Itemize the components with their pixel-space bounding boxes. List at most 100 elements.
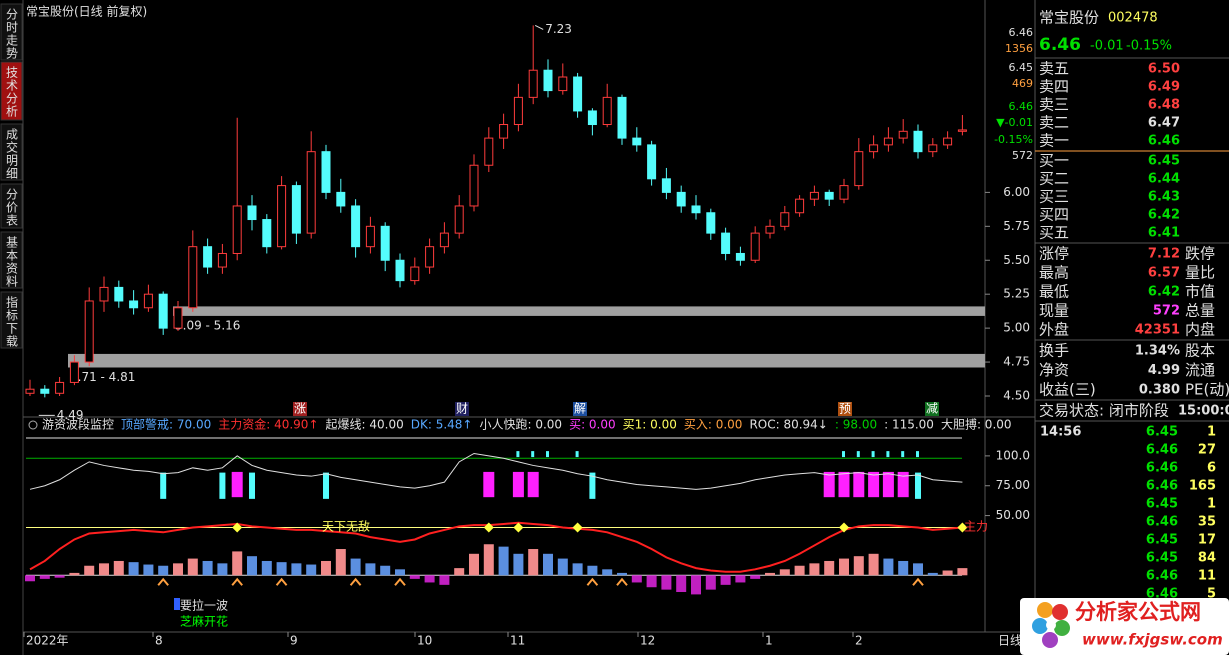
cyan-signal	[323, 472, 329, 499]
book-price: 6.49	[1148, 80, 1180, 95]
logo-bg	[1020, 598, 1229, 655]
stat-label: 流通	[1185, 361, 1215, 379]
histogram-bar	[350, 558, 361, 576]
event-tag[interactable]	[925, 402, 939, 416]
indicator-header: 主力资金: 40.90↑	[218, 417, 318, 432]
histogram-bar	[898, 560, 909, 576]
candle-body	[943, 137, 953, 146]
book-label: 买四	[1039, 206, 1069, 224]
histogram-bar	[454, 568, 465, 576]
histogram-bar	[173, 563, 183, 576]
event-tag[interactable]	[293, 402, 307, 416]
histogram-bar	[587, 565, 598, 576]
event-tag[interactable]	[838, 402, 852, 416]
histogram-bar	[261, 560, 272, 576]
candle-body	[543, 69, 553, 92]
tick-volume: 35	[1198, 515, 1216, 530]
cyan-signal	[160, 472, 167, 499]
event-tag[interactable]	[573, 402, 587, 416]
book-label: 卖五	[1039, 60, 1069, 78]
diamond-signal	[232, 522, 243, 533]
annotation: 天下无敌	[322, 519, 370, 534]
histogram-bar	[957, 568, 968, 576]
arrow-signal	[586, 577, 599, 586]
tab-label[interactable]: 分价表	[5, 188, 19, 227]
axis-info: 572	[1012, 149, 1033, 162]
time-label: 8	[155, 634, 163, 648]
tab-label[interactable]: 分时走势	[5, 8, 19, 60]
stat-value: 572	[1153, 304, 1180, 319]
magenta-signal	[852, 470, 866, 499]
indicator-header: : 98.00	[835, 418, 877, 432]
event-tag[interactable]	[455, 402, 469, 416]
y-tick-label: 100.0	[996, 448, 1030, 462]
stat-label: 换手	[1039, 342, 1069, 360]
top-signal	[886, 451, 890, 458]
candle-body	[247, 205, 257, 221]
magenta-signal	[881, 470, 895, 499]
arrow-signal	[394, 577, 406, 586]
histogram-bar	[483, 544, 494, 576]
stock-code: 002478	[1108, 11, 1158, 26]
candle-body	[351, 205, 361, 248]
tick-price: 6.45	[1146, 533, 1178, 548]
tab-label[interactable]: 指标下载	[5, 295, 19, 348]
tab[interactable]	[0, 231, 23, 289]
indicator-icon	[28, 420, 38, 430]
stat-value: 0.380	[1139, 383, 1180, 398]
tab[interactable]	[0, 3, 23, 61]
histogram-bar	[365, 563, 376, 576]
candle-body	[809, 191, 819, 200]
candle-body	[765, 225, 775, 234]
y-tick-label: 4.50	[1003, 388, 1030, 402]
histogram-bar	[528, 549, 539, 576]
candle-body	[40, 388, 50, 394]
candle-body	[143, 293, 153, 309]
top-signal	[531, 451, 535, 458]
support-zone	[173, 306, 985, 316]
stat-label: 外盘	[1039, 321, 1069, 339]
histogram-bar	[99, 563, 109, 576]
stat-label: 总量	[1185, 302, 1215, 320]
histogram-bar	[232, 551, 243, 576]
candle-body	[632, 137, 642, 146]
tab-label[interactable]: 技术分析	[5, 66, 19, 118]
book-label: 买五	[1039, 224, 1069, 242]
tab[interactable]	[0, 123, 23, 181]
histogram-bar	[927, 572, 938, 576]
stat-label: PE(动)	[1185, 381, 1229, 399]
indicator-header: 买入: 0.00	[684, 418, 743, 432]
histogram-bar	[779, 569, 790, 576]
histogram-bar	[217, 563, 228, 576]
candle-body	[188, 246, 198, 309]
candle-body	[114, 286, 124, 302]
stat-value: 6.42	[1148, 285, 1180, 300]
candle-body	[883, 137, 893, 146]
zone-label: 5.09 - 5.16	[175, 318, 240, 332]
y-tick-label: 5.75	[1003, 219, 1030, 233]
book-price: 6.42	[1148, 208, 1180, 223]
candle-body	[99, 286, 109, 302]
tab[interactable]	[0, 183, 23, 229]
candle-body	[854, 151, 864, 187]
indicator-header: DK: 5.48↑	[411, 418, 473, 432]
book-label: 买二	[1039, 170, 1069, 188]
tab-label[interactable]: 成交明细	[5, 128, 19, 180]
histogram-bar	[54, 575, 65, 578]
tick-volume: 84	[1198, 551, 1216, 566]
histogram-bar	[25, 575, 35, 582]
histogram-bar	[276, 562, 287, 576]
indicator-header: ROC: 80.94↓	[749, 418, 827, 432]
histogram-bar	[809, 563, 820, 576]
zone-label: 4.71 - 4.81	[70, 370, 135, 384]
tab[interactable]	[0, 291, 23, 349]
tick-price: 6.46	[1146, 443, 1178, 458]
arrow-signal	[157, 577, 169, 586]
histogram-bar	[424, 575, 435, 583]
candle-body	[706, 212, 716, 234]
histogram-bar	[439, 575, 450, 585]
tab-label[interactable]: 基本资料	[5, 236, 19, 288]
event-tag-label: 涨	[294, 401, 306, 416]
histogram-bar	[395, 569, 405, 576]
tab[interactable]	[0, 61, 23, 121]
